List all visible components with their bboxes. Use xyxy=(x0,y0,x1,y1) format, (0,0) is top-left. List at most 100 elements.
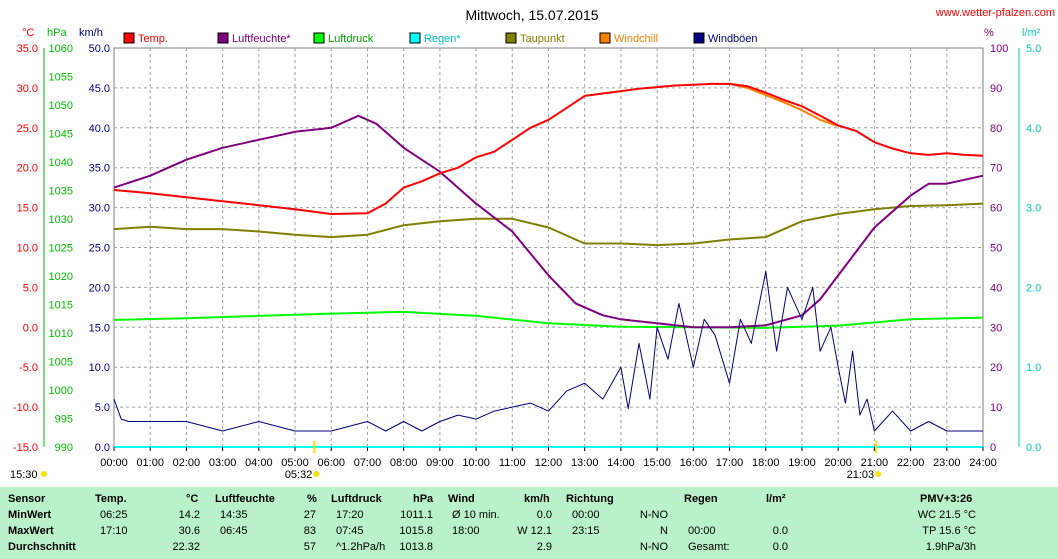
hdr-humidity-unit: % xyxy=(307,493,317,505)
wind-tick-label: 45.0 xyxy=(89,83,110,95)
pressure-tick-label: 1055 xyxy=(49,72,73,84)
humidity-tick-label: 40 xyxy=(990,282,1002,294)
moonrise-label: 15:30 xyxy=(10,469,38,481)
temp-tick-label: 20.0 xyxy=(17,163,38,175)
cell-dir-time: 23:15 xyxy=(572,525,600,537)
time-tick-label: 20:00 xyxy=(824,457,852,469)
pressure-tick-label: 1035 xyxy=(49,186,73,198)
cell-extra: 1.9hPa/3h xyxy=(925,541,976,553)
time-tick-label: 18:00 xyxy=(752,457,780,469)
pressure-tick-label: 1045 xyxy=(49,129,73,141)
hdr-wind-unit: km/h xyxy=(524,493,550,505)
hdr-rain: Regen xyxy=(684,493,718,505)
time-tick-label: 15:00 xyxy=(643,457,671,469)
pressure-tick-label: 1020 xyxy=(49,271,73,283)
humidity-axis-unit: % xyxy=(984,27,994,39)
sunrise-icon xyxy=(313,471,320,477)
series-lines xyxy=(113,82,984,432)
time-tick-label: 00:00 xyxy=(100,457,128,469)
pressure-tick-label: 1060 xyxy=(49,43,73,55)
humidity-tick-label: 100 xyxy=(990,43,1008,55)
hdr-humidity: Luftfeuchte xyxy=(215,493,275,505)
wind-tick-label: 15.0 xyxy=(89,322,110,334)
hdr-wind: Wind xyxy=(448,493,475,505)
rain-tick-label: 2.0 xyxy=(1026,282,1041,294)
wind-tick-label: 5.0 xyxy=(95,402,110,414)
temp-tick-label: 35.0 xyxy=(17,43,38,55)
time-tick-label: 02:00 xyxy=(173,457,201,469)
hdr-temp-unit: °C xyxy=(186,493,199,505)
cell-extra: WC 21.5 °C xyxy=(917,509,976,521)
rain-tick-label: 5.0 xyxy=(1026,43,1041,55)
cell-dir-val: N xyxy=(660,525,668,537)
humidity-tick-label: 30 xyxy=(990,322,1002,334)
temp-tick-label: -10.0 xyxy=(13,402,38,414)
wind-tick-label: 35.0 xyxy=(89,163,110,175)
time-tick-label: 09:00 xyxy=(426,457,454,469)
time-tick-label: 14:00 xyxy=(607,457,635,469)
time-tick-label: 10:00 xyxy=(462,457,490,469)
cell-press-val: 1013.8 xyxy=(399,541,433,553)
time-tick-label: 11:00 xyxy=(499,457,526,469)
temp-axis-unit: °C xyxy=(22,27,34,39)
cell-hum-val: 83 xyxy=(303,525,316,537)
time-tick-label: 13:00 xyxy=(571,457,599,469)
temp-tick-label: 15.0 xyxy=(17,203,38,215)
humidity-tick-label: 80 xyxy=(990,123,1002,135)
pressure-tick-label: 1025 xyxy=(49,243,73,255)
time-tick-label: 24:00 xyxy=(969,457,997,469)
pressure-tick-label: 1030 xyxy=(49,214,73,226)
pressure-tick-label: 1050 xyxy=(49,100,73,112)
cell-wind-val: W 12.1 xyxy=(517,525,552,537)
humidity-tick-label: 20 xyxy=(990,362,1002,374)
humidity-tick-label: 0 xyxy=(990,442,996,454)
humidity-tick-label: 90 xyxy=(990,83,1002,95)
pressure-tick-label: 1010 xyxy=(49,328,73,340)
grid xyxy=(113,47,984,448)
pressure-tick-label: 1015 xyxy=(49,300,73,312)
humidity-tick-label: 50 xyxy=(990,243,1002,255)
cell-label: Durchschnitt xyxy=(8,541,76,553)
time-tick-label: 23:00 xyxy=(933,457,961,469)
hdr-pmv: PMV+3:26 xyxy=(920,493,973,505)
cell-wind-val: 2.9 xyxy=(536,541,552,553)
legend-label: Regen* xyxy=(424,33,461,45)
cell-temp-val: 30.6 xyxy=(178,525,200,537)
legend: Temp. Luftfeuchte* Luftdruck Regen* Taupunkt… xyxy=(123,32,758,45)
wind-tick-label: 20.0 xyxy=(89,282,110,294)
cell-extra: TP 15.6 °C xyxy=(922,525,976,537)
time-tick-label: 04:00 xyxy=(245,457,273,469)
cell-wind-label: 18:00 xyxy=(452,525,480,537)
temp-tick-label: 30.0 xyxy=(17,83,38,95)
time-tick-label: 03:00 xyxy=(209,457,237,469)
legend-label: Windböen xyxy=(708,33,758,45)
cell-temp-val: 22.32 xyxy=(172,541,200,553)
time-tick-label: 17:00 xyxy=(716,457,744,469)
time-axis: 00:00 01:00 02:00 03:00 04:00 05:00 06:00 07:00… xyxy=(100,447,997,469)
series-taupunkt-line xyxy=(113,202,984,247)
legend-swatch xyxy=(505,32,517,44)
legend-swatch xyxy=(693,32,705,44)
cell-label: MinWert xyxy=(8,509,52,521)
weather-chart: Mittwoch, 15.07.2015 www.wetter-pfalzen.… xyxy=(10,7,1055,481)
cell-hum-val: 57 xyxy=(303,541,316,553)
cell-rain-val: 0.0 xyxy=(772,525,788,537)
legend-swatch xyxy=(599,32,611,44)
cell-label: MaxWert xyxy=(8,525,54,537)
left-axes: °C hPa km/h 35.0 30.0 25.0 20.0 15.0 10.0 5.0 0.0 -… xyxy=(13,27,110,454)
legend-label: Taupunkt xyxy=(520,33,565,45)
rain-tick-label: 3.0 xyxy=(1026,203,1041,215)
legend-swatch xyxy=(409,32,421,44)
cell-wind-label: Ø 10 min. xyxy=(452,509,500,521)
cell-hum-time: 14:35 xyxy=(220,509,248,521)
site-url[interactable]: www.wetter-pfalzen.com xyxy=(935,7,1055,19)
wind-tick-label: 30.0 xyxy=(89,203,110,215)
temp-tick-label: -5.0 xyxy=(19,362,38,374)
sun-markers: 05:32 21:03 15:30 xyxy=(10,441,882,481)
wind-tick-label: 40.0 xyxy=(89,123,110,135)
temp-tick-label: -15.0 xyxy=(13,442,38,454)
hdr-temp: Temp. xyxy=(95,493,127,505)
cell-press-val: 1011.1 xyxy=(400,509,433,521)
hdr-rain-unit: l/m² xyxy=(766,493,786,505)
